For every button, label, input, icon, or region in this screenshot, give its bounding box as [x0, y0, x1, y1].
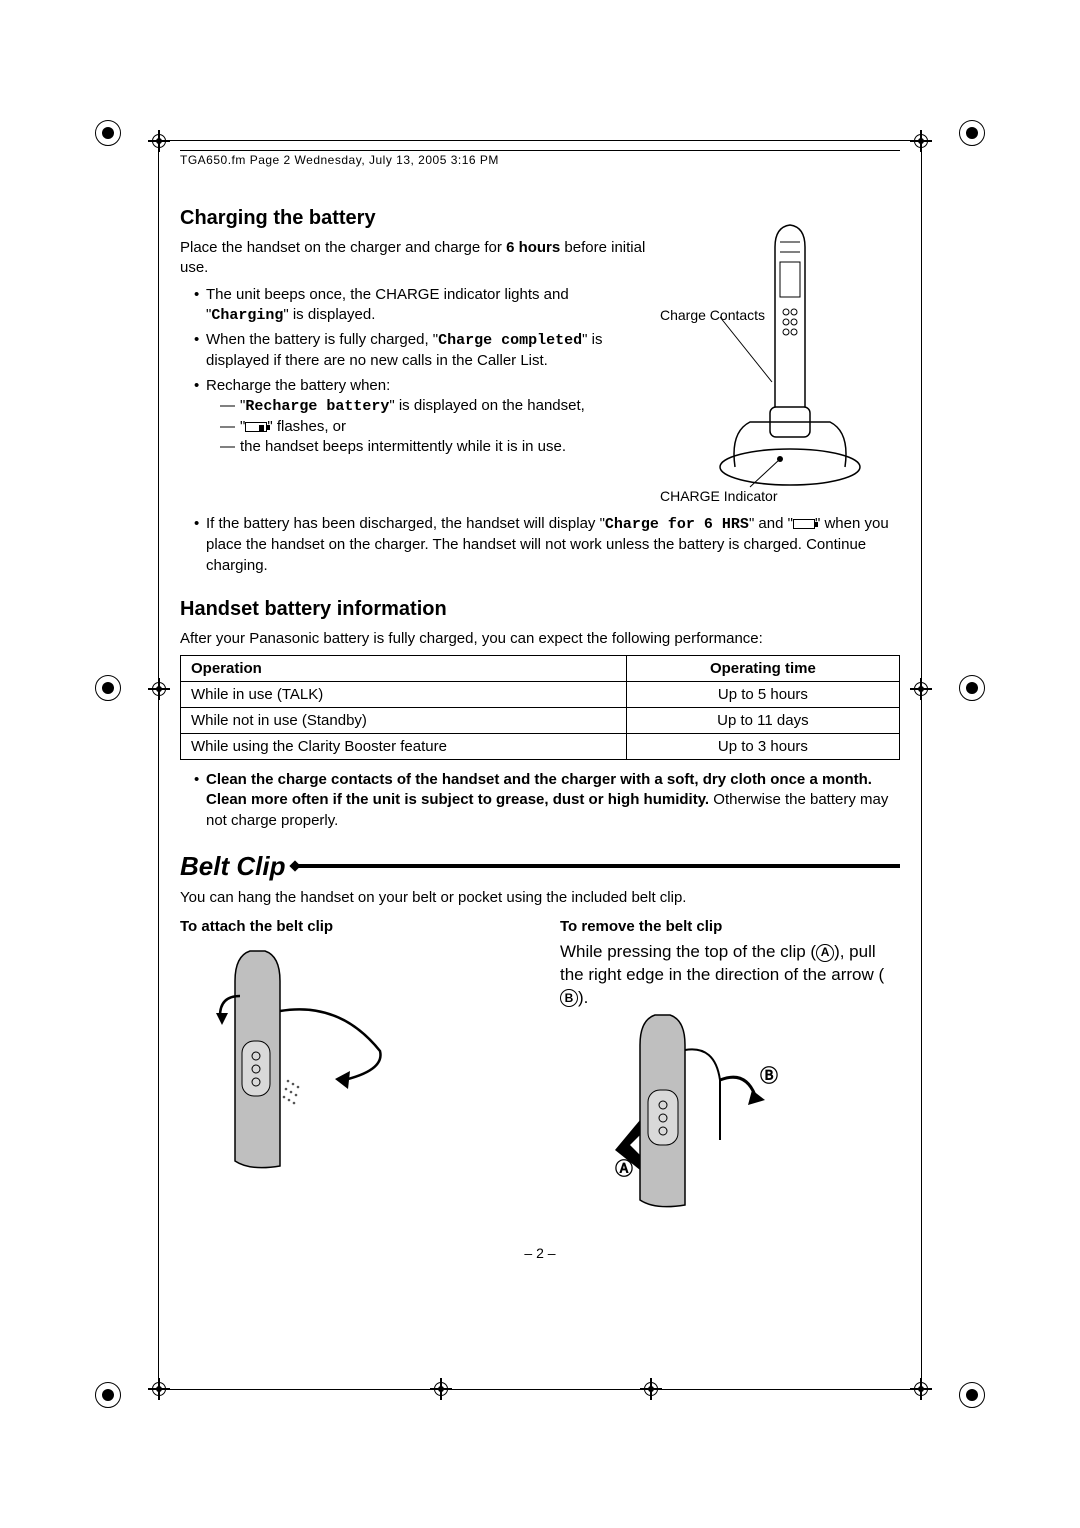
- crosshair: [148, 678, 170, 700]
- battery-info-intro: After your Panasonic battery is fully ch…: [180, 629, 900, 649]
- cell: Up to 11 days: [626, 708, 899, 734]
- mono-text: Recharge battery: [245, 398, 389, 415]
- reg-mark-br: [959, 1382, 985, 1408]
- charging-title: Charging the battery: [180, 207, 650, 230]
- table-row: While not in use (Standby)Up to 11 days: [181, 708, 900, 734]
- battery-empty-icon: [793, 519, 815, 529]
- charge-contacts-label: Charge Contacts: [660, 307, 890, 323]
- table-header: Operating time: [626, 656, 899, 682]
- text: ).: [578, 988, 588, 1007]
- charging-intro: Place the handset on the charger and cha…: [180, 238, 650, 279]
- remove-illustration: Ⓐ Ⓑ: [560, 1010, 800, 1210]
- dash-item: the handset beeps intermittently while i…: [220, 437, 650, 457]
- remove-text: While pressing the top of the clip (A), …: [560, 941, 900, 1010]
- bullet: Recharge the battery when: "Recharge bat…: [194, 376, 650, 458]
- text: Place the handset on the charger and cha…: [180, 239, 506, 256]
- attach-illustration: [180, 941, 400, 1171]
- text: If the battery has been discharged, the …: [206, 515, 605, 532]
- crosshair: [148, 130, 170, 152]
- text-bold: 6 hours: [506, 239, 560, 256]
- frame-line: [158, 1389, 918, 1390]
- attach-title: To attach the belt clip: [180, 918, 520, 935]
- cell: Up to 5 hours: [626, 682, 899, 708]
- page-number: – 2 –: [180, 1245, 900, 1261]
- label-a-icon: A: [816, 944, 834, 962]
- frame-line: [158, 140, 159, 1390]
- remove-title: To remove the belt clip: [560, 918, 900, 935]
- dash-item: "" flashes, or: [220, 417, 650, 437]
- table-header: Operation: [181, 656, 627, 682]
- page-content: TGA650.fm Page 2 Wednesday, July 13, 200…: [180, 150, 900, 1261]
- cell: While using the Clarity Booster feature: [181, 734, 627, 760]
- heading-rule: [295, 864, 900, 868]
- bullet: When the battery is fully charged, "Char…: [194, 330, 650, 372]
- dash-item: "Recharge battery" is displayed on the h…: [220, 396, 650, 417]
- label-b-icon: B: [560, 989, 578, 1007]
- reg-mark-tr: [959, 120, 985, 146]
- battery-performance-table: Operation Operating time While in use (T…: [180, 655, 900, 760]
- table-row: While in use (TALK)Up to 5 hours: [181, 682, 900, 708]
- svg-label-b: Ⓑ: [760, 1065, 778, 1086]
- frame-line: [158, 140, 918, 141]
- text: " is displayed.: [283, 306, 375, 323]
- mono-text: Charge for 6 HRS: [605, 516, 749, 533]
- charge-indicator-label: CHARGE Indicator: [660, 488, 890, 504]
- bullet: If the battery has been discharged, the …: [194, 514, 900, 576]
- reg-mark-bl: [95, 1382, 121, 1408]
- reg-mark-mr: [959, 675, 985, 701]
- reg-mark-ml: [95, 675, 121, 701]
- text: " and ": [749, 515, 793, 532]
- cell: While not in use (Standby): [181, 708, 627, 734]
- table-row: While using the Clarity Booster featureU…: [181, 734, 900, 760]
- cell: While in use (TALK): [181, 682, 627, 708]
- page-header: TGA650.fm Page 2 Wednesday, July 13, 200…: [180, 150, 900, 167]
- text: " flashes, or: [267, 418, 346, 435]
- battery-low-icon: [245, 422, 267, 432]
- battery-info-title: Handset battery information: [180, 598, 900, 621]
- cell: Up to 3 hours: [626, 734, 899, 760]
- heading-text: Belt Clip: [180, 851, 285, 882]
- bullet: The unit beeps once, the CHARGE indicato…: [194, 285, 650, 327]
- text: When the battery is fully charged, ": [206, 331, 438, 348]
- text: Recharge the battery when:: [206, 377, 390, 394]
- charger-illustration: [690, 207, 880, 497]
- mono-text: Charging: [211, 307, 283, 324]
- svg-label-a: Ⓐ: [615, 1158, 633, 1179]
- text: While pressing the top of the clip (: [560, 942, 816, 961]
- belt-clip-heading: Belt Clip: [180, 851, 900, 882]
- reg-mark-tl: [95, 120, 121, 146]
- frame-line: [921, 140, 922, 1390]
- belt-clip-intro: You can hang the handset on your belt or…: [180, 888, 900, 908]
- mono-text: Charge completed: [438, 332, 582, 349]
- text: " is displayed on the handset,: [389, 397, 584, 414]
- bullet: Clean the charge contacts of the handset…: [194, 770, 900, 831]
